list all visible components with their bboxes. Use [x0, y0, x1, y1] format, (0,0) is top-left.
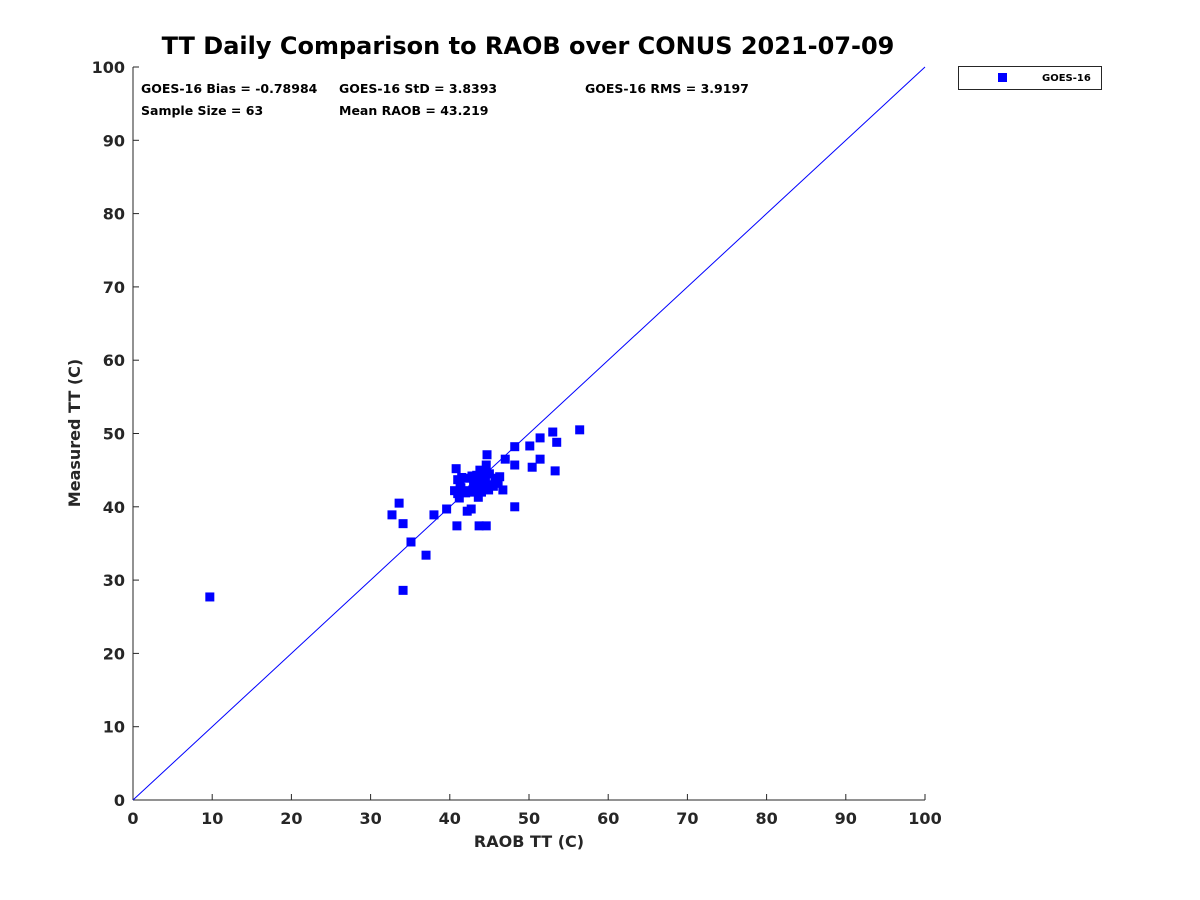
data-point	[527, 462, 537, 472]
data-point	[550, 466, 560, 476]
data-point	[479, 476, 489, 486]
data-point	[552, 437, 562, 447]
data-point	[474, 521, 484, 531]
legend-marker-goes-16	[998, 73, 1007, 82]
annotation-mean-raob: Mean RAOB = 43.219	[339, 103, 488, 118]
legend: GOES-16	[958, 66, 1102, 90]
data-point	[406, 537, 416, 547]
y-tick-label: 70	[103, 278, 125, 297]
one-to-one-line	[132, 66, 926, 801]
data-point	[421, 550, 431, 560]
data-point	[535, 454, 545, 464]
data-points	[205, 425, 585, 602]
data-point	[481, 521, 491, 531]
data-point	[525, 441, 535, 451]
data-point	[510, 502, 520, 512]
data-point	[387, 510, 397, 520]
data-point	[457, 472, 467, 482]
x-tick-label: 0	[127, 809, 138, 828]
x-tick-label: 60	[597, 809, 619, 828]
annotation-bias: GOES-16 Bias = -0.78984	[141, 81, 318, 96]
data-point	[470, 481, 480, 491]
x-tick-label: 90	[835, 809, 857, 828]
annotation-sample-size: Sample Size = 63	[141, 103, 263, 118]
data-point	[510, 442, 520, 452]
data-point	[398, 519, 408, 529]
annotation-rms: GOES-16 RMS = 3.9197	[585, 81, 749, 96]
x-tick-label: 80	[755, 809, 777, 828]
legend-box	[958, 66, 1102, 90]
data-point	[429, 510, 439, 520]
data-point	[394, 498, 404, 508]
data-point	[481, 460, 491, 470]
y-tick-label: 10	[103, 718, 125, 737]
x-tick-label: 70	[676, 809, 698, 828]
x-tick-label: 20	[280, 809, 302, 828]
x-axis-label: RAOB TT (C)	[474, 832, 584, 851]
y-tick-label: 30	[103, 571, 125, 590]
x-tick-label: 10	[201, 809, 223, 828]
data-point	[205, 592, 215, 602]
data-point	[548, 427, 558, 437]
data-point	[475, 465, 485, 475]
y-tick-label: 50	[103, 425, 125, 444]
x-tick-label: 40	[439, 809, 461, 828]
data-point	[455, 480, 465, 490]
data-point	[473, 492, 483, 502]
data-point	[535, 433, 545, 443]
x-tick-label: 100	[908, 809, 941, 828]
data-point	[461, 488, 471, 498]
data-point	[492, 474, 502, 484]
y-tick-label: 0	[114, 791, 125, 810]
data-point	[488, 481, 498, 491]
data-point	[482, 450, 492, 460]
data-point	[452, 521, 462, 531]
data-point	[484, 469, 494, 479]
y-tick-label: 80	[103, 205, 125, 224]
data-point	[498, 485, 508, 495]
data-point	[451, 464, 461, 474]
data-point	[398, 585, 408, 595]
y-axis-label: Measured TT (C)	[65, 359, 84, 507]
y-tick-label: 100	[92, 58, 125, 77]
data-point	[472, 470, 482, 480]
y-tick-label: 90	[103, 131, 125, 150]
x-tick-label: 30	[359, 809, 381, 828]
data-point	[510, 460, 520, 470]
data-point	[466, 504, 476, 514]
y-tick-label: 60	[103, 351, 125, 370]
annotation-std: GOES-16 StD = 3.8393	[339, 81, 497, 96]
data-point	[453, 489, 463, 499]
data-point	[476, 487, 486, 497]
data-point	[442, 504, 452, 514]
x-tick-label: 50	[518, 809, 540, 828]
data-point	[500, 454, 510, 464]
data-point	[484, 485, 494, 495]
data-point	[467, 471, 477, 481]
y-tick-label: 20	[103, 644, 125, 663]
legend-label-goes-16: GOES-16	[1042, 73, 1091, 84]
data-point	[575, 425, 585, 435]
chart-title: TT Daily Comparison to RAOB over CONUS 2…	[162, 32, 895, 60]
y-tick-label: 40	[103, 498, 125, 517]
